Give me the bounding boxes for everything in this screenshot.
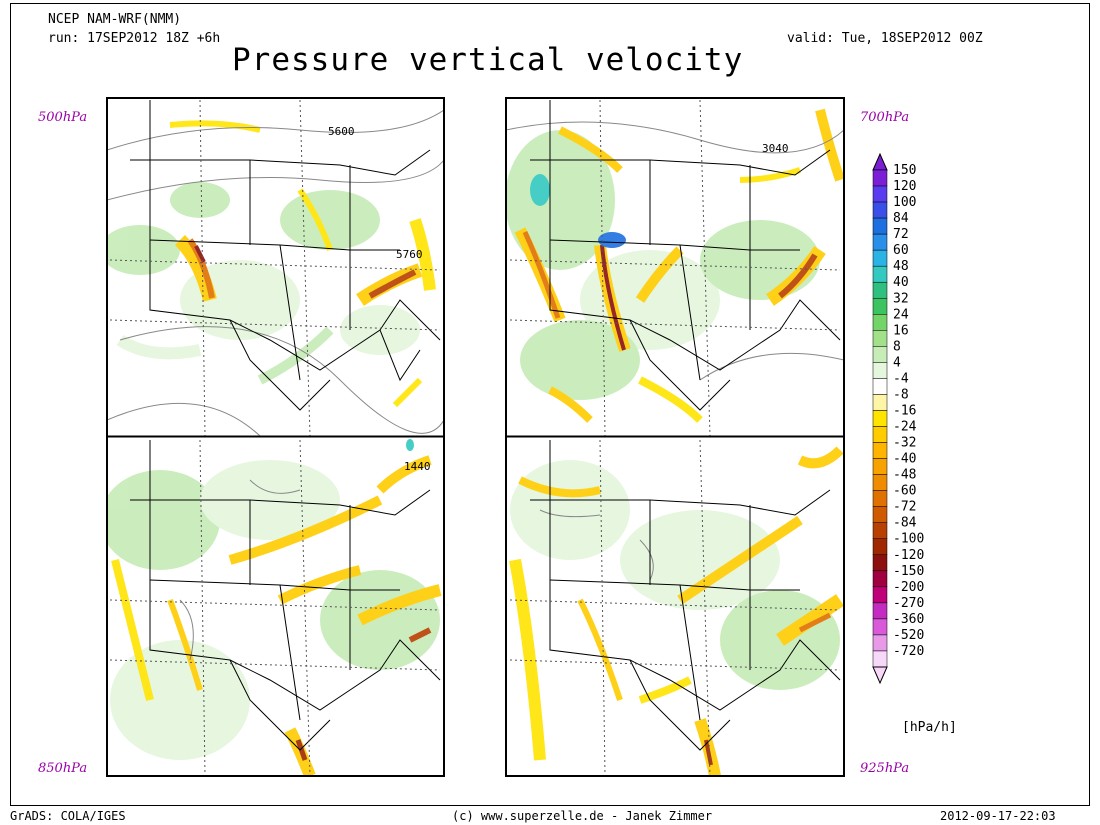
- colorbar-tick-label: -8: [893, 387, 909, 402]
- colorbar-swatch: [872, 394, 888, 411]
- colorbar-swatch: [872, 602, 888, 620]
- contour-label-5760: 5760: [396, 248, 423, 261]
- colorbar-swatch: [872, 378, 888, 395]
- colorbar-swatch: [872, 314, 888, 331]
- colorbar-tick-label: 100: [893, 195, 916, 210]
- colorbar-tick-label: 40: [893, 275, 909, 290]
- height-contours: [179, 479, 301, 661]
- height-contours: [506, 121, 844, 381]
- colorbar-tick-label: -84: [893, 516, 917, 531]
- colorbar-tick-label: -120: [893, 548, 924, 563]
- borders: [530, 100, 841, 411]
- colorbar-swatch: [872, 634, 888, 652]
- panel-700hpa: 3040: [506, 98, 844, 436]
- colorbar-swatch: [872, 506, 888, 523]
- colorbar-tick-label: 84: [893, 211, 909, 226]
- colorbar-swatch: [872, 298, 888, 315]
- colorbar-tick-label: 120: [893, 179, 916, 194]
- colorbar-swatch: [872, 410, 888, 427]
- colorbar-tick-label: 32: [893, 291, 909, 306]
- panel-850hpa: 1440: [107, 437, 444, 776]
- borders: [130, 440, 441, 751]
- contour-label-5600: 5600: [328, 125, 355, 138]
- colorbar-swatch: [872, 169, 888, 187]
- colorbar-unit: [hPa/h]: [902, 720, 957, 735]
- map-title: Pressure vertical velocity: [232, 42, 744, 78]
- colorbar-tick-label: 8: [893, 339, 901, 354]
- colorbar: 150120100847260484032241684-4-8-16-24-32…: [872, 152, 924, 685]
- colorbar-tick-label: -100: [893, 532, 924, 547]
- plot-frame: [10, 3, 1090, 806]
- colorbar-tick-label: 48: [893, 259, 909, 274]
- height-contours: [539, 509, 654, 581]
- borders: [530, 440, 841, 751]
- colorbar-swatch: [872, 458, 888, 475]
- contour-label-1440: 1440: [404, 460, 431, 473]
- level-label-850: 850hPa: [38, 761, 88, 776]
- velocity-field: [107, 120, 436, 408]
- panel-925hpa: [506, 437, 844, 776]
- panel-500hpa: 5600 5760: [107, 98, 444, 436]
- colorbar-swatch: [872, 618, 888, 636]
- colorbar-swatch: [872, 346, 888, 363]
- colorbar-tick-label: -4: [893, 371, 909, 386]
- borders: [130, 100, 441, 411]
- colorbar-swatch: [872, 330, 888, 347]
- colorbar-tick-label: -72: [893, 500, 916, 515]
- colorbar-swatch: [872, 538, 888, 556]
- colorbar-tick-label: -60: [893, 484, 916, 499]
- contour-label-3040: 3040: [762, 142, 789, 155]
- colorbar-swatch: [872, 217, 888, 235]
- colorbar-swatch: [872, 249, 888, 267]
- colorbar-tick-label: -32: [893, 436, 916, 451]
- level-label-700: 700hPa: [860, 110, 910, 125]
- colorbar-swatch: [872, 233, 888, 251]
- colorbar-swatch: [872, 362, 888, 379]
- grads-credit: GrADS: COLA/IGES: [10, 809, 126, 823]
- colorbar-tick-label: -24: [893, 420, 917, 435]
- colorbar-tick-label: 60: [893, 243, 909, 258]
- colorbar-swatch: [872, 201, 888, 219]
- colorbar-tick-label: -48: [893, 468, 916, 483]
- colorbar-tick-label: 150: [893, 163, 916, 178]
- colorbar-swatch: [872, 265, 888, 283]
- colorbar-tick-label: -270: [893, 596, 924, 611]
- colorbar-tick-label: -520: [893, 628, 924, 643]
- colorbar-swatch: [872, 442, 888, 459]
- colorbar-tick-label: -360: [893, 612, 924, 627]
- colorbar-swatch: [872, 490, 888, 507]
- colorbar-top-arrow: [872, 152, 888, 171]
- colorbar-tick-label: -150: [893, 564, 924, 579]
- velocity-field: [509, 446, 844, 776]
- colorbar-swatch: [872, 474, 888, 491]
- level-label-500: 500hPa: [38, 110, 88, 125]
- velocity-field: [107, 439, 442, 776]
- colorbar-tick-label: -40: [893, 452, 916, 467]
- colorbar-tick-label: 24: [893, 307, 909, 322]
- colorbar-swatch: [872, 650, 888, 668]
- colorbar-swatch: [872, 522, 888, 539]
- colorbar-swatch: [872, 185, 888, 203]
- site-credit: (c) www.superzelle.de - Janek Zimmer: [452, 809, 713, 823]
- colorbar-tick-label: 4: [893, 355, 901, 370]
- colorbar-bottom-arrow: [872, 666, 888, 685]
- colorbar-swatch: [872, 426, 888, 443]
- colorbar-swatch: [872, 281, 888, 299]
- model-name: NCEP NAM-WRF(NMM): [48, 12, 182, 27]
- run-time: run: 17SEP2012 18Z +6h: [48, 31, 221, 46]
- velocity-field: [506, 108, 844, 423]
- colorbar-tick-label: -200: [893, 580, 924, 595]
- colorbar-tick-label: -720: [893, 644, 924, 659]
- colorbar-tick-label: 16: [893, 323, 909, 338]
- valid-time: valid: Tue, 18SEP2012 00Z: [787, 31, 983, 46]
- colorbar-tick-label: -16: [893, 403, 916, 418]
- timestamp: 2012-09-17-22:03: [940, 809, 1056, 823]
- colorbar-swatch: [872, 570, 888, 588]
- colorbar-swatch: [872, 586, 888, 604]
- height-contours: [107, 109, 444, 436]
- level-label-925: 925hPa: [860, 761, 910, 776]
- colorbar-swatch: [872, 554, 888, 572]
- colorbar-tick-label: 72: [893, 227, 909, 242]
